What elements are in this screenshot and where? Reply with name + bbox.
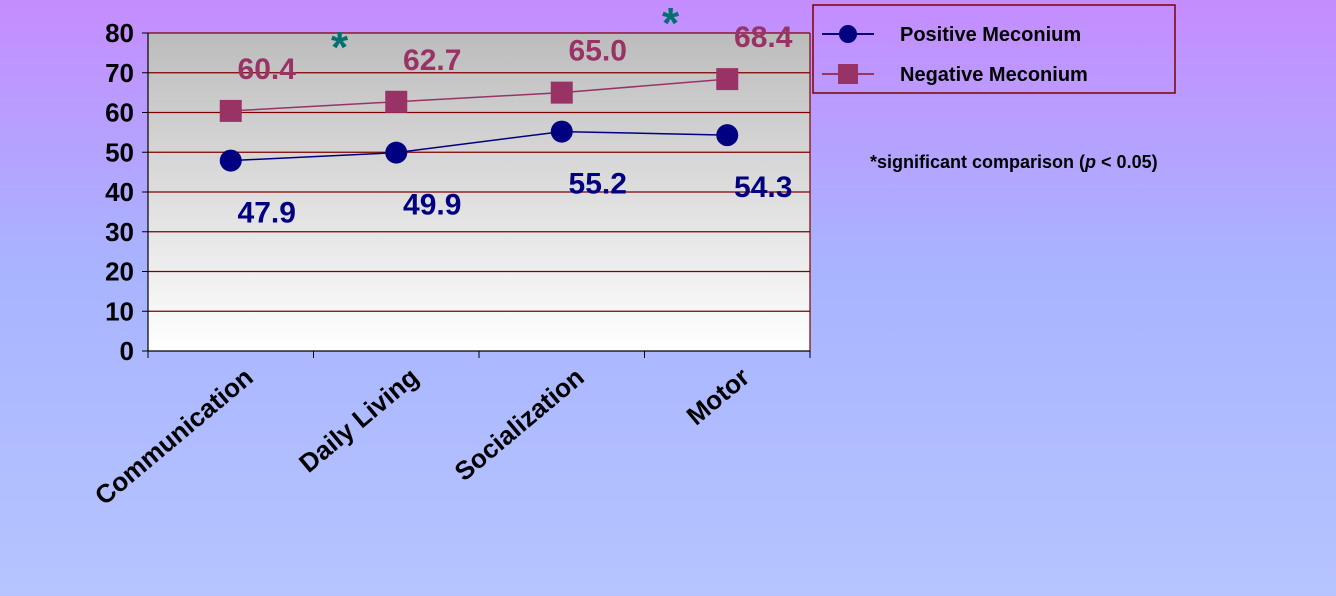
y-tick-label: 30 [105, 217, 134, 247]
gridlines [148, 32, 810, 312]
data-label-negative: 62.7 [403, 44, 461, 77]
significance-star: * [331, 23, 349, 72]
series-line-positive [230, 130, 728, 162]
data-label-positive: 55.2 [569, 168, 627, 201]
data-label-negative: 60.4 [238, 53, 297, 86]
data-label-positive: 54.3 [734, 171, 792, 204]
y-tick-label: 20 [105, 257, 134, 287]
x-category-label: Communication [89, 362, 259, 511]
y-tick-label: 40 [105, 177, 134, 207]
data-point-positive [550, 120, 573, 143]
y-tick-label: 80 [105, 18, 134, 48]
data-label-negative: 68.4 [734, 21, 793, 54]
x-category-label: Socialization [449, 362, 590, 487]
y-tick-label: 0 [120, 336, 134, 366]
data-point-negative [385, 90, 408, 113]
data-point-positive [385, 141, 408, 164]
legend: Positive Meconium Negative Meconium [812, 4, 1176, 94]
legend-marker-circle [839, 25, 857, 43]
data-point-negative [550, 81, 573, 104]
data-point-positive [716, 124, 739, 147]
data-point-negative [716, 68, 739, 91]
legend-box [812, 4, 1176, 94]
data-label-positive: 49.9 [403, 189, 461, 222]
data-labels: 47.9 49.9 55.2 54.3 60.4 62.7 65.0 68.4 [238, 21, 793, 229]
x-axis-categories: Communication Daily Living Socialization Mo… [89, 362, 755, 511]
y-axis-ticks: 0 10 20 30 40 50 60 70 80 [105, 18, 148, 366]
data-label-positive: 47.9 [238, 197, 296, 230]
significance-star: * [662, 0, 680, 48]
legend-item-negative: Negative Meconium [822, 64, 1088, 86]
y-tick-label: 50 [105, 137, 134, 167]
legend-marker-square [838, 64, 858, 84]
y-tick-label: 60 [105, 98, 134, 128]
series-line-negative [230, 78, 728, 112]
significance-marks: * * [331, 0, 680, 72]
y-tick-label: 10 [105, 296, 134, 326]
data-point-positive [219, 149, 242, 172]
y-tick-label: 70 [105, 58, 134, 88]
legend-label-negative: Negative Meconium [900, 64, 1088, 86]
significance-note: *significant comparison (p < 0.05) [870, 152, 1158, 172]
data-point-negative [219, 99, 242, 122]
data-label-negative: 65.0 [569, 35, 627, 68]
legend-item-positive: Positive Meconium [822, 24, 1081, 46]
legend-label-positive: Positive Meconium [900, 24, 1081, 46]
x-category-label: Motor [681, 362, 756, 431]
x-category-label: Daily Living [293, 362, 424, 479]
series-lines [219, 68, 739, 172]
